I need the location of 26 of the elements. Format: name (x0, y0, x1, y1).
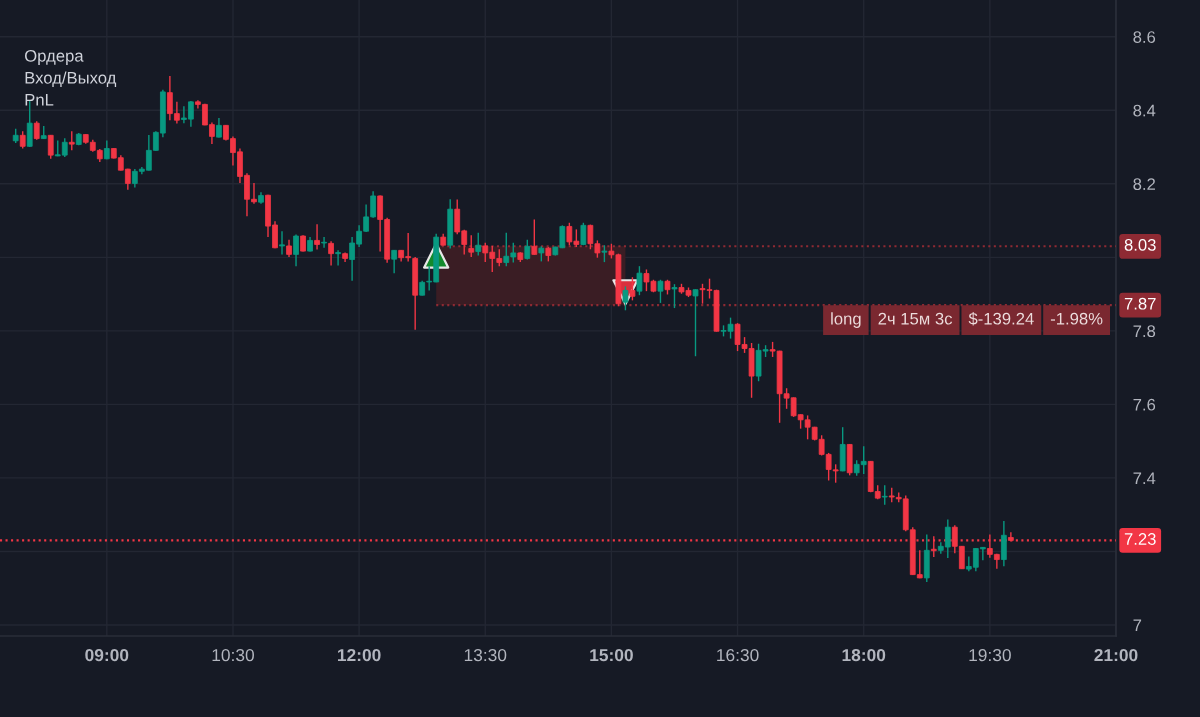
x-tick-label: 21:00 (1094, 648, 1138, 662)
annotation: long (831, 312, 861, 328)
x-tick-label: 13:30 (464, 648, 507, 662)
y-tick-label: 7.6 (1133, 398, 1156, 411)
ref-line-label: 7.87 (1124, 297, 1156, 310)
x-tick-label: 15:00 (590, 648, 633, 662)
x-tick-label: 10:30 (212, 648, 254, 662)
x-tick-label: 16:30 (717, 648, 759, 662)
y-tick-label: 7.4 (1133, 472, 1156, 484)
y-tick-label: 7 (1133, 619, 1142, 632)
ref-line-label: 8.03 (1124, 238, 1156, 251)
annotation: Вход/Выход (25, 71, 117, 87)
annotation: -1.98% (1050, 312, 1103, 325)
annotation: Ордера (25, 49, 84, 66)
x-tick-label: 19:30 (969, 648, 1011, 662)
annotation: 2ч 15м 3с (878, 312, 953, 325)
y-tick-label: 8.2 (1133, 178, 1155, 191)
x-tick-label: 18:00 (842, 648, 886, 662)
ref-line-label: 7.23 (1124, 533, 1156, 545)
x-tick-label: 09:00 (85, 648, 129, 662)
y-tick-label: 7.8 (1133, 325, 1156, 338)
x-tick-label: 12:00 (338, 648, 381, 662)
annotation: $-139.24 (968, 312, 1034, 326)
y-tick-label: 8.6 (1133, 31, 1156, 43)
y-tick-label: 8.4 (1133, 104, 1156, 117)
annotation: PnL (25, 94, 54, 106)
